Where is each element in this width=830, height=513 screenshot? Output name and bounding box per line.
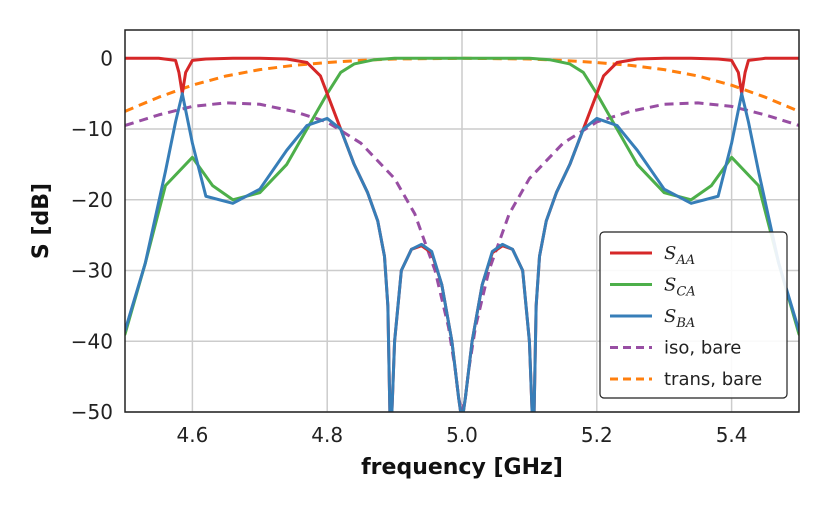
plot-frame — [124, 29, 800, 413]
x-tick-label: 5.0 — [446, 423, 478, 447]
x-tick-label: 4.8 — [311, 423, 343, 447]
y-tick-label: −20 — [71, 188, 113, 212]
y-axis-title: S [dB] — [29, 183, 54, 259]
series-line-s-ca — [125, 56, 799, 336]
legend: SAA SCA SBA iso, bare trans, bare — [599, 231, 788, 399]
series-line-iso-bare — [125, 101, 799, 412]
series-line-s-ba — [125, 92, 799, 412]
x-tick-label: 4.6 — [176, 423, 208, 447]
y-tick-label: −50 — [71, 400, 113, 424]
x-axis-title: frequency [GHz] — [361, 455, 563, 480]
series-line-trans-bare — [125, 56, 799, 113]
legend-box — [599, 231, 788, 399]
x-tick-label: 5.2 — [581, 423, 613, 447]
legend-entry-label: SBA — [664, 306, 695, 331]
legend-entry-label: SCA — [664, 275, 696, 300]
legend-entry-label: trans, bare — [664, 369, 762, 390]
legend-entry-label: iso, bare — [664, 338, 741, 359]
y-tick-label: 0 — [100, 46, 113, 70]
legend-entry-label: SAA — [664, 243, 695, 268]
y-tick-label: −10 — [71, 117, 113, 141]
axis-ticks: 4.6 4.8 5.0 5.2 5.4 0 −10 −20 −30 −40 −50 — [71, 46, 748, 447]
x-tick-label: 5.4 — [716, 423, 748, 447]
y-tick-label: −30 — [71, 259, 113, 283]
series-group — [125, 56, 799, 412]
series-line-s-aa — [125, 56, 799, 412]
y-tick-label: −40 — [71, 329, 113, 353]
